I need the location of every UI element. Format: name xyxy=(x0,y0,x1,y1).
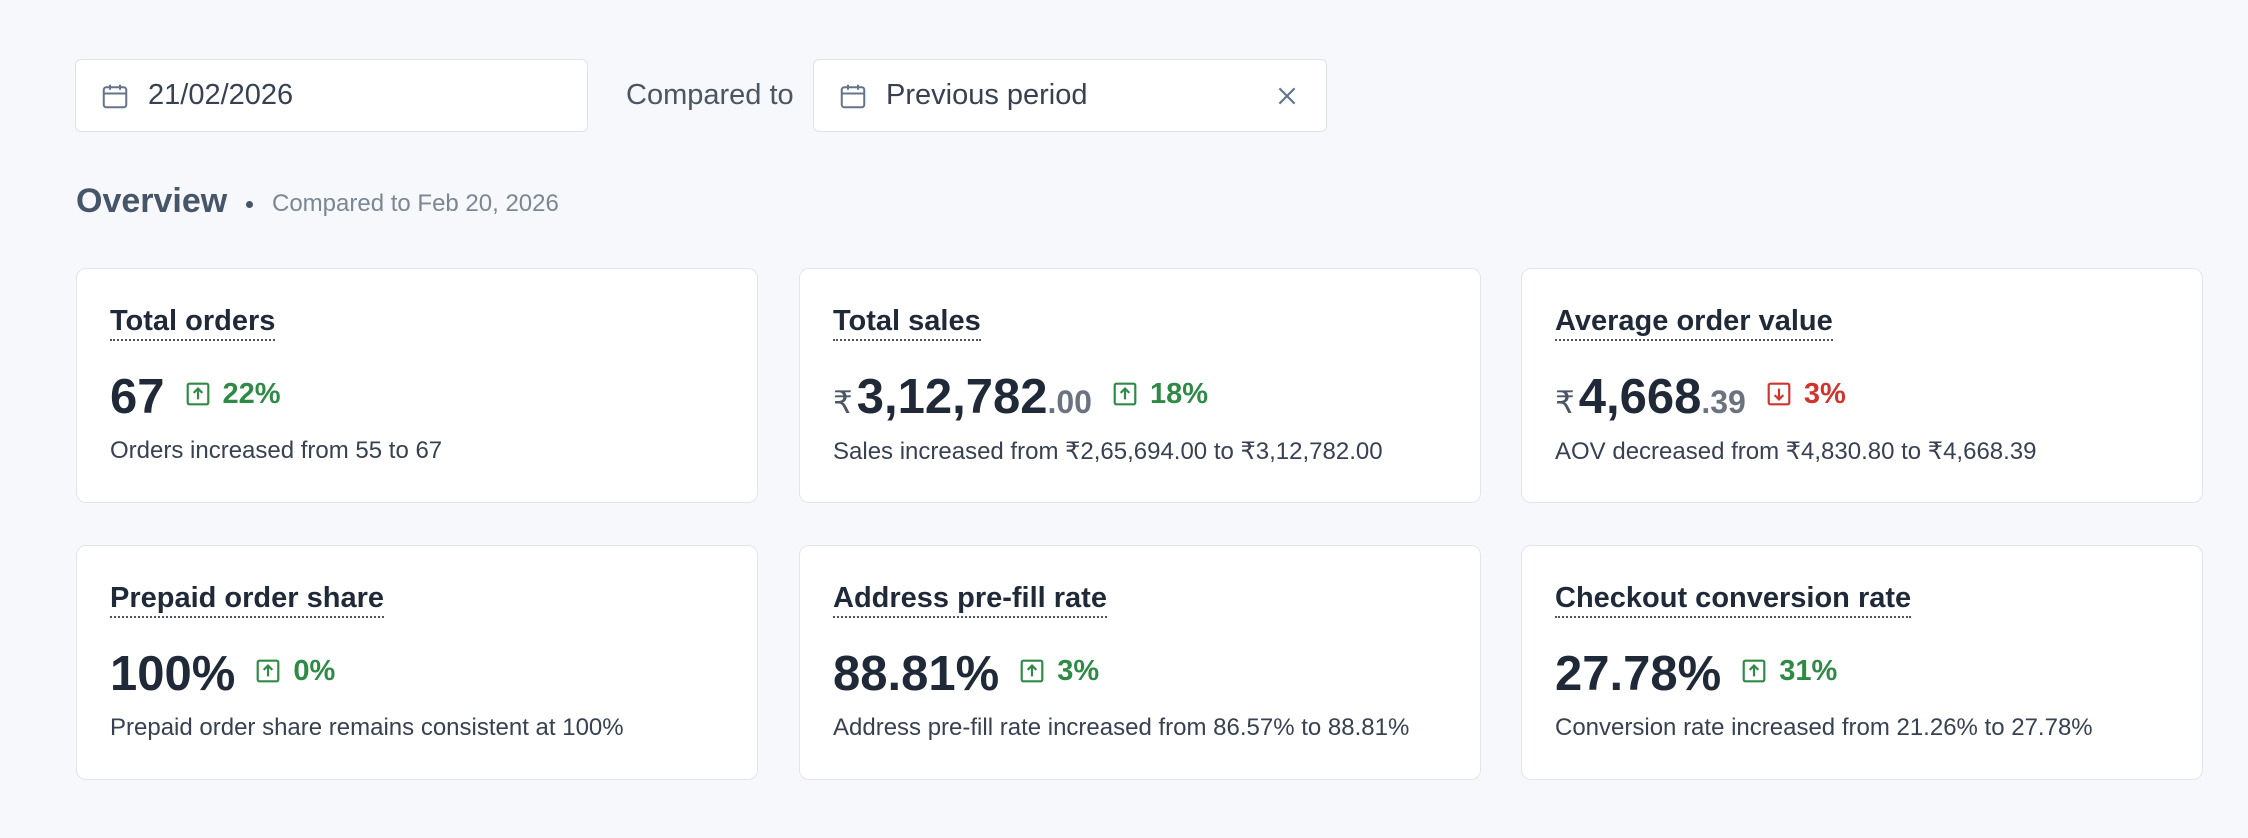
change: 3% xyxy=(1766,378,1846,411)
change-value: 3% xyxy=(1803,377,1846,410)
metric-title: Total sales xyxy=(833,305,981,341)
currency: ₹ xyxy=(1555,385,1575,420)
calendar-icon xyxy=(102,84,128,108)
change: 0% xyxy=(255,655,335,688)
currency: ₹ xyxy=(833,385,853,420)
metric-description: Orders increased from 55 to 67 xyxy=(110,437,443,464)
metric-description: Conversion rate increased from 21.26% to… xyxy=(1555,714,2093,741)
change-value: 3% xyxy=(1057,654,1100,687)
metric-card: Total orders 67 22% Orders increased from 5… xyxy=(76,268,758,503)
trend-icon xyxy=(1767,382,1791,406)
metric-card: Address pre-fill rate 88.81% 3% Address pre… xyxy=(799,545,1481,780)
metric-title: Checkout conversion rate xyxy=(1555,582,1912,618)
date-value: 21/02/2026 xyxy=(148,79,294,111)
clear-button[interactable] xyxy=(1274,83,1300,109)
metric-value: 4,668 xyxy=(1578,370,1702,424)
metric-card: Average order value ₹4,668.39 3% AOV decrea… xyxy=(1521,268,2203,503)
change: 18% xyxy=(1112,378,1208,411)
metric-description: AOV decreased from ₹4,830.80 to ₹4,668.3… xyxy=(1555,438,2037,465)
metric-value: 3,12,782 xyxy=(856,370,1048,424)
metric-value-row: 67 22% xyxy=(110,369,281,425)
metric-title: Average order value xyxy=(1555,305,1833,341)
trend-icon xyxy=(186,382,209,406)
metric-decimals: .00 xyxy=(1047,384,1092,420)
trend-icon xyxy=(1742,659,1766,683)
metric-value: 27.78% xyxy=(1555,647,1722,701)
overview-subtitle: Compared to Feb 20, 2026 xyxy=(272,190,559,217)
metric-decimals: .39 xyxy=(1701,384,1746,420)
trend-icon xyxy=(1020,659,1044,683)
compared-label: Compared to xyxy=(626,79,794,111)
metric-card: Total sales ₹3,12,782.00 18% Sales increase… xyxy=(799,268,1481,503)
separator-dot xyxy=(246,201,253,208)
metric-value: 100% xyxy=(110,647,236,701)
date-input[interactable]: 21/02/2026 xyxy=(75,59,588,132)
change-value: 0% xyxy=(293,654,336,687)
comparison-input[interactable]: Previous period xyxy=(813,59,1327,132)
metric-value: 88.81% xyxy=(833,647,1000,701)
metric-title: Address pre-fill rate xyxy=(833,582,1107,618)
change: 22% xyxy=(185,378,281,411)
metric-value-row: ₹4,668.39 3% xyxy=(1555,369,1846,425)
metric-value-row: ₹3,12,782.00 18% xyxy=(833,369,1208,425)
overview-title: Overview xyxy=(76,182,228,220)
metric-value-row: 27.78% 31% xyxy=(1555,646,1837,702)
metric-description: Sales increased from ₹2,65,694.00 to ₹3,… xyxy=(833,438,1383,465)
metric-description: Prepaid order share remains consistent a… xyxy=(110,714,624,741)
change-value: 22% xyxy=(222,377,281,410)
change-value: 18% xyxy=(1149,377,1209,410)
metric-title: Total orders xyxy=(110,305,276,341)
change: 31% xyxy=(1741,655,1837,688)
trend-icon xyxy=(256,659,280,683)
metric-card: Prepaid order share 100% 0% Prepaid order s… xyxy=(76,545,758,780)
metric-value-row: 88.81% 3% xyxy=(833,646,1099,702)
trend-icon xyxy=(1113,382,1137,406)
change-value: 31% xyxy=(1779,654,1838,687)
metric-description: Address pre-fill rate increased from 86.… xyxy=(833,714,1410,741)
metric-value-row: 100% 0% xyxy=(110,646,335,702)
metric-title: Prepaid order share xyxy=(110,582,384,618)
change: 3% xyxy=(1019,655,1099,688)
metric-card: Checkout conversion rate 27.78% 31% Convers… xyxy=(1521,545,2203,780)
comparison-value: Previous period xyxy=(886,79,1088,111)
calendar-icon xyxy=(840,84,866,108)
metric-value: 67 xyxy=(110,370,165,424)
